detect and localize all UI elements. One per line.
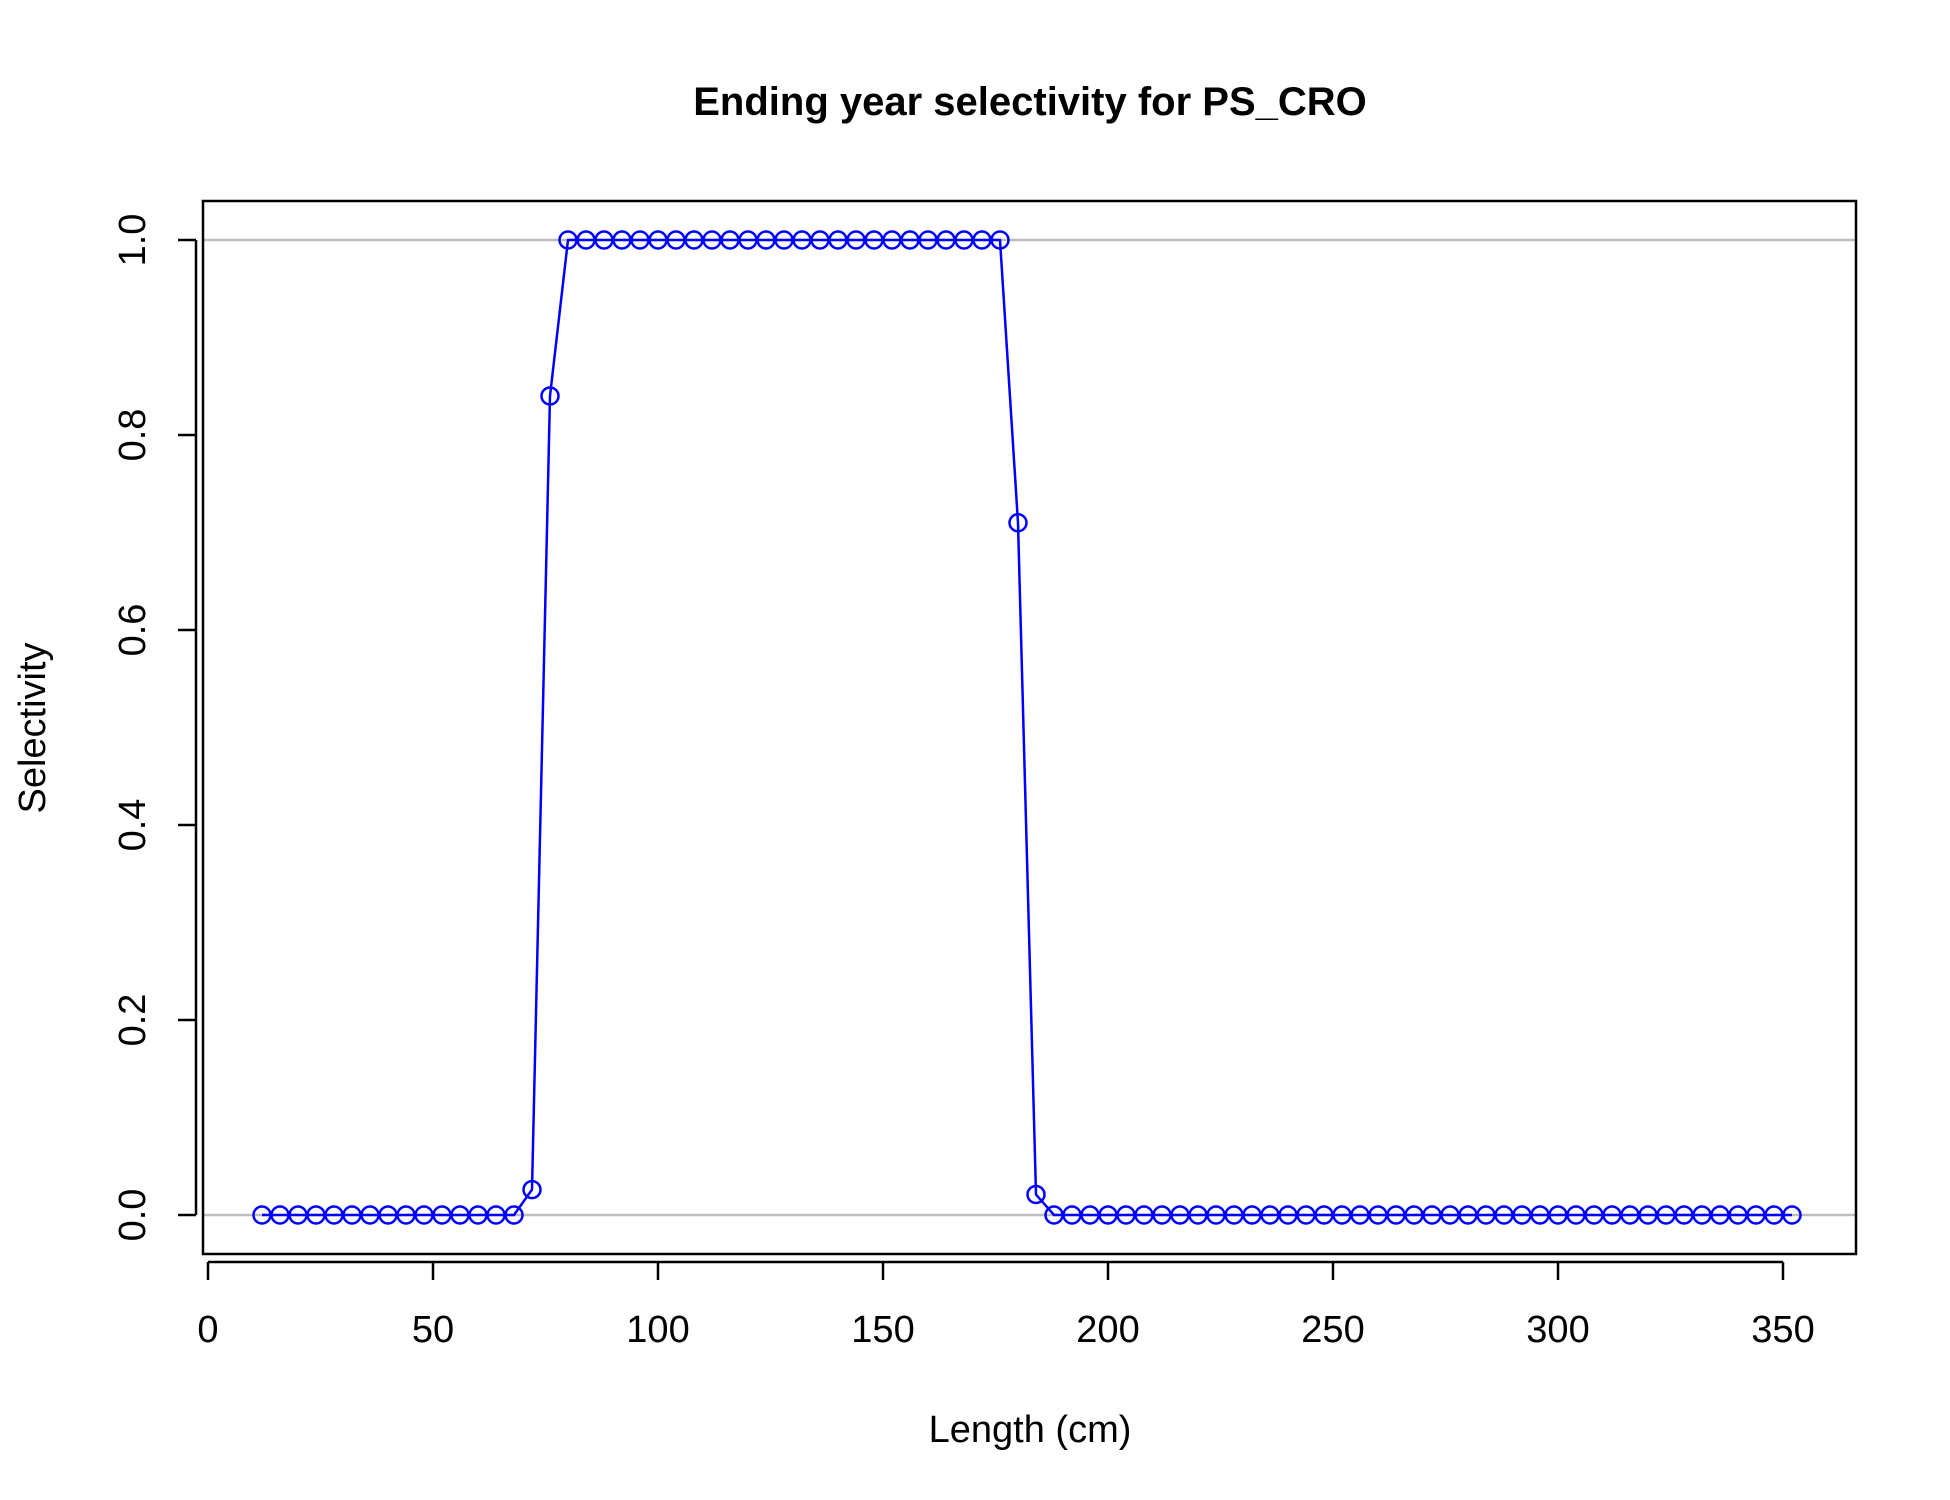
x-tick-label: 300 xyxy=(1526,1309,1589,1351)
data-point xyxy=(1782,1205,1802,1225)
x-tick-label: 350 xyxy=(1751,1309,1814,1351)
x-axis: 0 50 100 150 200 250 300 350 xyxy=(197,1260,1815,1351)
y-tick-label: 1.0 xyxy=(112,214,154,267)
data-point xyxy=(1008,513,1028,533)
y-axis: 0.0 0.2 0.4 0.6 0.8 1.0 xyxy=(112,214,198,1242)
y-tick-label: 0.8 xyxy=(112,409,154,462)
x-tick-label: 250 xyxy=(1301,1309,1364,1351)
data-point xyxy=(540,386,560,406)
x-axis-label: Length (cm) xyxy=(929,1409,1132,1451)
y-tick-label: 0.0 xyxy=(112,1189,154,1242)
x-tick-label: 50 xyxy=(412,1309,454,1351)
data-point xyxy=(522,1179,542,1200)
y-tick-label: 0.2 xyxy=(112,994,154,1047)
x-tick-label: 150 xyxy=(851,1309,914,1351)
plot-frame xyxy=(201,199,1858,1256)
chart-title: Ending year selectivity for PS_CRO xyxy=(693,80,1367,124)
data-point xyxy=(990,230,1010,250)
series-points xyxy=(252,230,1802,1225)
reference-lines xyxy=(203,238,1856,1217)
x-tick-label: 0 xyxy=(197,1309,218,1351)
y-tick-label: 0.6 xyxy=(112,604,154,657)
y-axis-label: Selectivity xyxy=(12,642,54,813)
y-tick-label: 0.4 xyxy=(112,799,154,852)
x-tick-label: 200 xyxy=(1076,1309,1139,1351)
data-point xyxy=(504,1205,524,1225)
data-point xyxy=(1026,1184,1046,1205)
x-tick-label: 100 xyxy=(626,1309,689,1351)
series-line xyxy=(262,238,1792,1217)
